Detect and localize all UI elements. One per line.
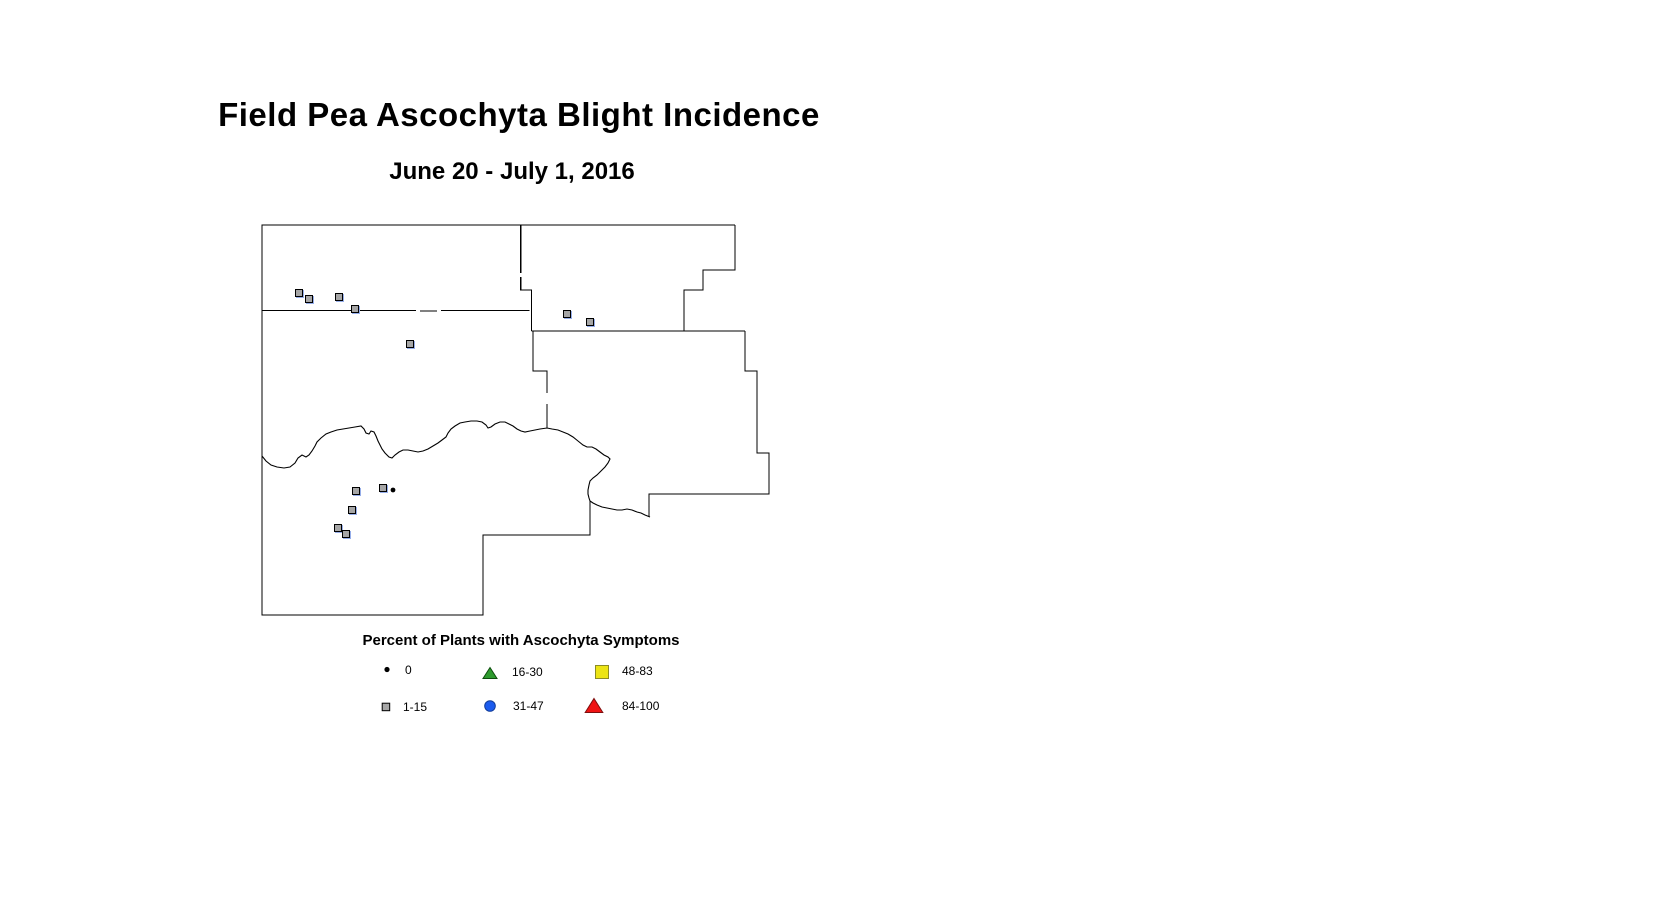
- county-boundaries: [261, 224, 770, 616]
- legend-title: Percent of Plants with Ascochyta Symptom…: [362, 632, 680, 649]
- legend-black-dot-icon: [384, 666, 390, 673]
- legend-label-84-100: 84-100: [622, 699, 660, 713]
- map-marker-square-1-15: [295, 289, 303, 297]
- legend-label-16-30: 16-30: [512, 665, 543, 679]
- map-marker-square-1-15: [379, 484, 387, 492]
- map-marker-square-1-15: [406, 340, 414, 348]
- legend-blue-circle-icon: [483, 699, 496, 712]
- river-boundary: [261, 420, 651, 518]
- map-marker-square-1-15: [348, 506, 356, 514]
- legend-gray-square-icon: [381, 702, 391, 712]
- map-marker-square-1-15: [305, 295, 313, 303]
- map-marker-square-1-15: [351, 305, 359, 313]
- map-marker-square-1-15: [335, 293, 343, 301]
- map-marker-square-1-15: [334, 524, 342, 532]
- map-marker-square-1-15: [563, 310, 571, 318]
- page-title: Field Pea Ascochyta Blight Incidence: [218, 96, 820, 133]
- map-marker-square-1-15: [352, 487, 360, 495]
- legend-label-48-83: 48-83: [622, 664, 653, 678]
- page-subtitle: June 20 - July 1, 2016: [389, 158, 635, 185]
- map-marker-square-1-15: [586, 318, 594, 326]
- legend-label-0: 0: [405, 663, 412, 677]
- legend-label-31-47: 31-47: [513, 699, 544, 713]
- map-marker-square-1-15: [342, 530, 350, 538]
- legend-yellow-square-icon: [595, 664, 609, 679]
- map-marker-dot-0: [390, 487, 396, 493]
- county-map: [261, 224, 770, 616]
- legend-green-triangle-icon: [482, 666, 498, 679]
- map-markers: [295, 289, 594, 538]
- legend-red-triangle-icon: [583, 697, 604, 713]
- legend-label-1-15: 1-15: [403, 700, 428, 714]
